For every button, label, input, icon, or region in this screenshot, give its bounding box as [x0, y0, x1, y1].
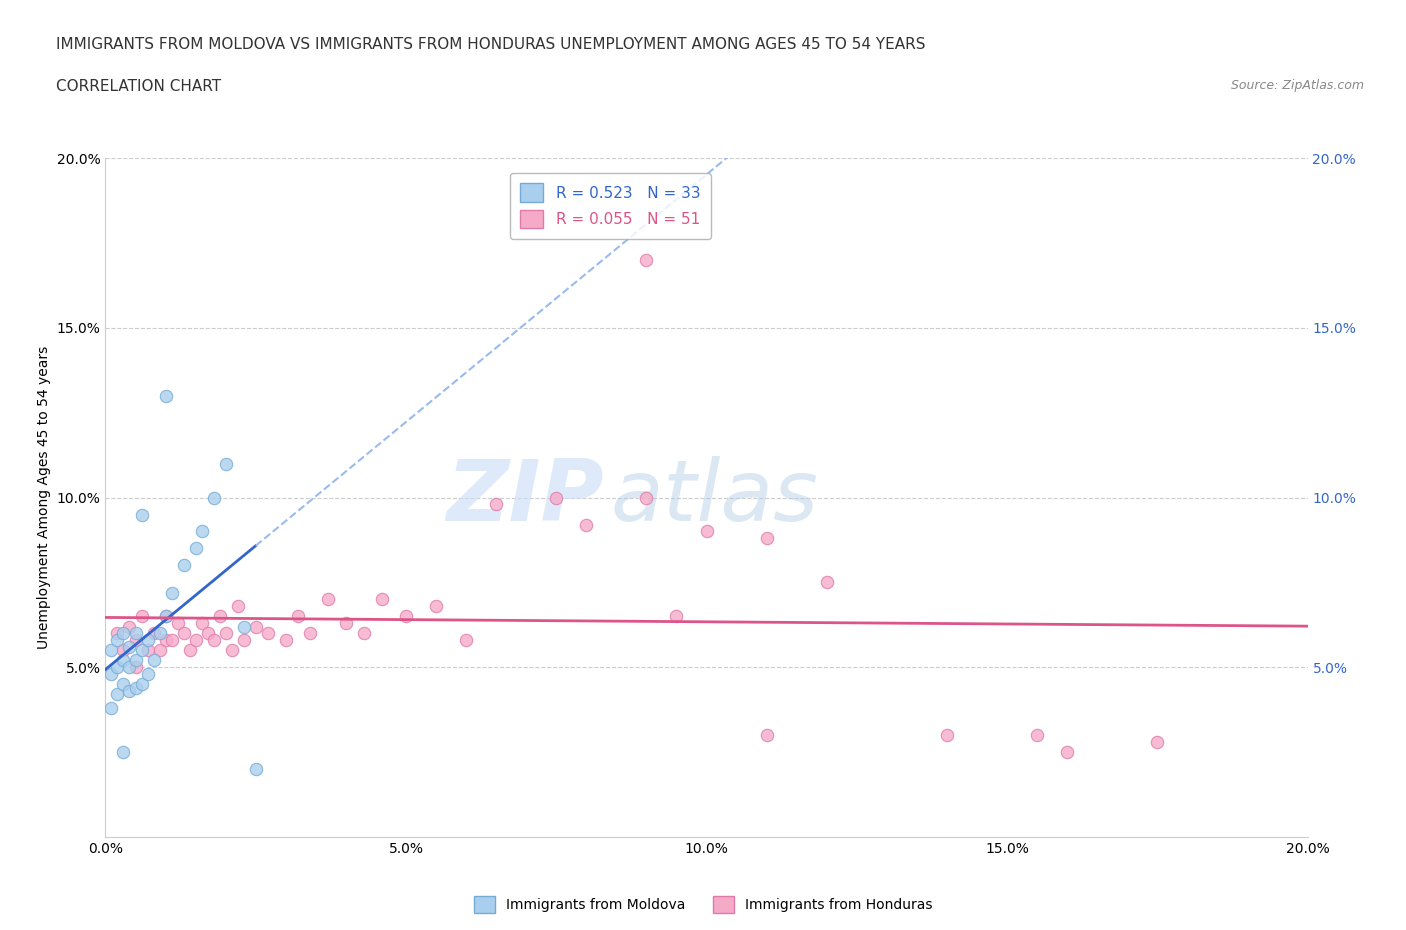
Point [575, 517, 598, 532]
Point [1026, 727, 1049, 742]
Point [208, 609, 231, 624]
Point [112, 643, 135, 658]
Point [118, 640, 141, 655]
Point [395, 609, 418, 624]
Legend: R = 0.523   N = 33, R = 0.055   N = 51: R = 0.523 N = 33, R = 0.055 N = 51 [510, 173, 711, 239]
Point [107, 626, 129, 641]
Point [124, 653, 146, 668]
Point [148, 643, 170, 658]
Point [107, 632, 129, 647]
Point [665, 609, 688, 624]
Point [112, 677, 135, 692]
Point [118, 660, 141, 675]
Point [142, 653, 165, 668]
Point [232, 632, 254, 647]
Point [245, 619, 267, 634]
Point [1056, 745, 1078, 760]
Text: ZIP: ZIP [447, 456, 605, 539]
Point [335, 616, 357, 631]
Point [936, 727, 959, 742]
Point [184, 632, 207, 647]
Point [179, 643, 201, 658]
Point [100, 643, 122, 658]
Point [245, 762, 267, 777]
Point [155, 632, 177, 647]
Point [173, 626, 195, 641]
Point [353, 626, 375, 641]
Point [112, 626, 135, 641]
Point [696, 525, 718, 539]
Point [118, 684, 141, 698]
Point [107, 660, 129, 675]
Point [124, 626, 146, 641]
Text: atlas: atlas [610, 456, 818, 539]
Text: Source: ZipAtlas.com: Source: ZipAtlas.com [1230, 79, 1364, 92]
Point [112, 653, 135, 668]
Point [112, 745, 135, 760]
Point [298, 626, 321, 641]
Point [100, 667, 122, 682]
Point [485, 497, 508, 512]
Point [214, 457, 236, 472]
Point [226, 599, 249, 614]
Point [214, 626, 236, 641]
Point [160, 632, 183, 647]
Point [142, 626, 165, 641]
Point [636, 252, 658, 268]
Point [815, 575, 838, 590]
Point [136, 643, 159, 658]
Point [636, 490, 658, 505]
Point [190, 616, 212, 631]
Point [131, 507, 153, 522]
Point [155, 609, 177, 624]
Point [755, 531, 778, 546]
Point [118, 619, 141, 634]
Point [173, 558, 195, 573]
Point [221, 643, 243, 658]
Point [256, 626, 278, 641]
Point [316, 592, 339, 607]
Point [131, 643, 153, 658]
Point [131, 677, 153, 692]
Point [454, 632, 477, 647]
Text: CORRELATION CHART: CORRELATION CHART [56, 79, 221, 94]
Point [546, 490, 568, 505]
Point [184, 541, 207, 556]
Point [155, 389, 177, 404]
Point [425, 599, 447, 614]
Point [136, 667, 159, 682]
Point [124, 632, 146, 647]
Point [197, 626, 219, 641]
Point [155, 609, 177, 624]
Point [107, 687, 129, 702]
Point [190, 525, 212, 539]
Point [274, 632, 297, 647]
Point [160, 585, 183, 600]
Text: IMMIGRANTS FROM MOLDOVA VS IMMIGRANTS FROM HONDURAS UNEMPLOYMENT AMONG AGES 45 T: IMMIGRANTS FROM MOLDOVA VS IMMIGRANTS FR… [56, 37, 925, 52]
Point [232, 619, 254, 634]
Point [148, 626, 170, 641]
Point [287, 609, 309, 624]
Point [100, 700, 122, 715]
Point [136, 632, 159, 647]
Point [124, 660, 146, 675]
Point [755, 727, 778, 742]
Point [202, 632, 225, 647]
Point [1146, 735, 1168, 750]
Y-axis label: Unemployment Among Ages 45 to 54 years: Unemployment Among Ages 45 to 54 years [37, 346, 51, 649]
Legend: Immigrants from Moldova, Immigrants from Honduras: Immigrants from Moldova, Immigrants from… [468, 890, 938, 919]
Point [166, 616, 188, 631]
Point [371, 592, 394, 607]
Point [131, 609, 153, 624]
Point [124, 680, 146, 695]
Point [202, 490, 225, 505]
